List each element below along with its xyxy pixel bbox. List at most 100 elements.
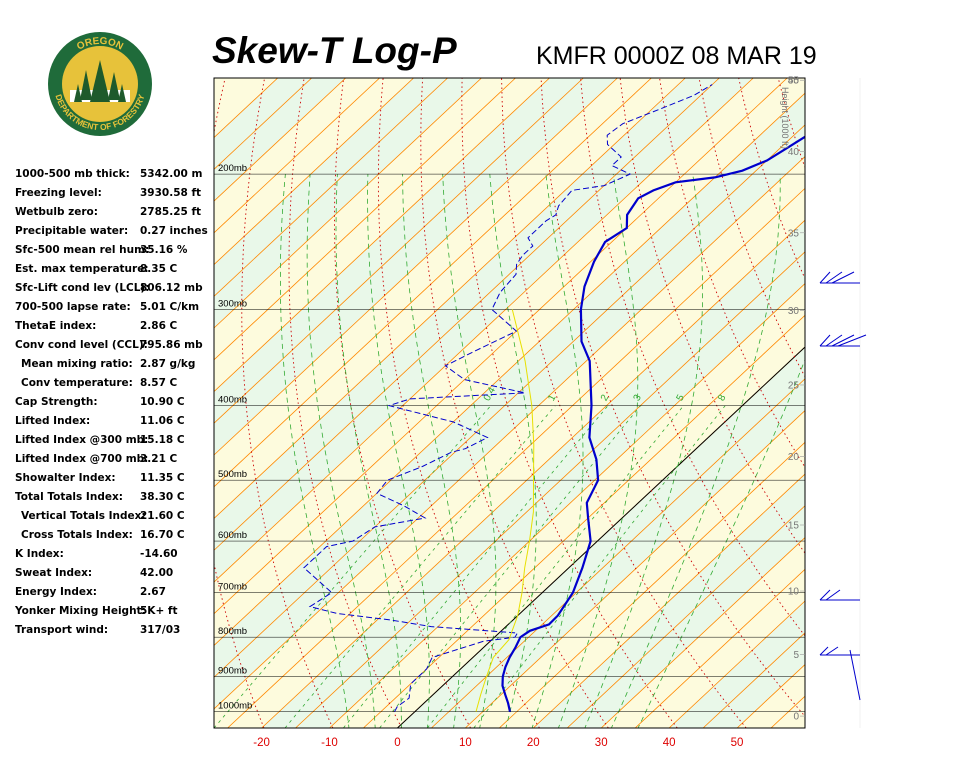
stat-value: 317/03 (140, 624, 181, 636)
oregon-dept-forestry-logo: OREGON DEPARTMENT OF FORESTRY (48, 32, 152, 136)
height-tick-label: 45 (788, 76, 800, 87)
isotherm (214, 78, 346, 202)
wind-barb (819, 646, 860, 656)
stat-label: Showalter Index: (15, 472, 116, 484)
moist-adiabat (306, 174, 376, 728)
pressure-label: 600mb (218, 530, 247, 541)
stat-label: 700-500 lapse rate: (15, 301, 131, 313)
chart-title: Skew-T Log-P (212, 30, 457, 71)
isotherm (295, 251, 805, 728)
moist-adiabat (367, 174, 430, 728)
dry-adiabat (936, 78, 960, 728)
stat-label: Sweat Index: (15, 567, 93, 579)
stat-value: 38.30 C (140, 491, 185, 503)
height-tick-label: 35 (788, 228, 800, 239)
stat-label: Conv temperature: (21, 377, 133, 389)
stat-label: Vertical Totals Index: (21, 510, 146, 522)
stat-value: 42.00 (140, 567, 174, 579)
isotherm (804, 727, 805, 728)
stat-row: Sweat Index: 42.00 (15, 567, 215, 586)
stat-value: 11.35 C (140, 472, 185, 484)
barb-flag (825, 271, 843, 284)
barb-flag (819, 271, 831, 284)
stat-value: 2.86 C (140, 320, 178, 332)
stat-row: Conv temperature: 8.57 C (15, 377, 215, 396)
height-tick-label: 30 (788, 306, 800, 317)
pressure-label: 800mb (218, 626, 247, 637)
mixing-ratio-label: 5 (675, 393, 688, 403)
pressure-label: 300mb (218, 299, 247, 310)
stat-value: 0.27 inches (140, 225, 208, 237)
stat-row: Lifted Index @700 mb: 3.21 C (15, 453, 215, 472)
sounding-layer (303, 84, 805, 712)
stat-value: 5.01 C/km (140, 301, 200, 313)
barb-flag (819, 334, 831, 347)
stat-row: Wetbulb zero: 2785.25 ft (15, 206, 215, 225)
barb-flag (825, 589, 841, 601)
pressure-label: 700mb (218, 582, 247, 593)
x-tick-label: 0 (394, 737, 400, 749)
logo-top-text: OREGON (75, 36, 125, 53)
isotherm (214, 78, 618, 456)
barb-flag (831, 271, 855, 284)
stat-value: 16.70 C (140, 529, 185, 541)
height-tick-label: 5 (793, 650, 799, 661)
dry-adiabat (142, 78, 195, 728)
stat-row: Lifted Index @300 mb: 15.18 C (15, 434, 215, 453)
stat-row: Showalter Index: 11.35 C (15, 472, 215, 491)
x-tick-label: 50 (731, 737, 744, 749)
height-tick-label: 15 (788, 521, 800, 532)
stat-label: Transport wind: (15, 624, 109, 636)
x-tick-label: -20 (253, 737, 270, 749)
stat-label: ThetaE index: (15, 320, 97, 332)
stat-row: Mean mixing ratio: 2.87 g/kg (15, 358, 215, 377)
stat-row: Cross Totals Index: 16.70 C (15, 529, 215, 548)
x-tick-label: 30 (595, 737, 608, 749)
isotherm (214, 78, 788, 615)
x-tick-label: -10 (321, 737, 338, 749)
stat-value: 15.18 C (140, 434, 185, 446)
stat-label: Cross Totals Index: (21, 529, 133, 541)
isotherm (261, 219, 805, 728)
stat-row: Yonker Mixing Height: 5K+ ft (15, 605, 215, 624)
isotherm (214, 78, 550, 393)
pressure-label: 500mb (218, 469, 247, 480)
stat-label: K Index: (15, 548, 64, 560)
moist-adiabat (637, 358, 805, 728)
height-tick-label: 10 (788, 587, 800, 598)
mixing-ratio-line (214, 405, 492, 728)
dry-adiabat (88, 78, 146, 728)
height-axis-title: Height (1000 ft) (780, 87, 790, 149)
moist-adiabat (531, 174, 584, 728)
stat-row: Sfc-500 mean rel hum: 35.16 % (15, 244, 215, 263)
mixing-ratio-line (284, 405, 556, 728)
wind-barb-surface (849, 649, 861, 701)
isotherm (227, 187, 805, 728)
pressure-label: 1000mb (218, 701, 252, 712)
moist-adiabat (280, 174, 350, 728)
isotherm (431, 378, 805, 728)
stat-label: Lifted Index @300 mb: (15, 434, 149, 446)
temperature-profile-line (501, 135, 805, 712)
mixing-ratio-label: 3 (632, 393, 645, 403)
stat-row: Precipitable water: 0.27 inches (15, 225, 215, 244)
stat-row: Cap Strength: 10.90 C (15, 396, 215, 415)
stat-value: 3930.58 ft (140, 187, 202, 199)
isotherm (329, 283, 805, 728)
height-tick-label: 20 (788, 452, 800, 463)
isotherm (214, 78, 720, 551)
isotherm (214, 78, 686, 520)
mixing-ratio-label: 8 (716, 393, 729, 403)
stat-row: Vertical Totals Index: 21.60 C (15, 510, 215, 529)
stat-row: K Index: -14.60 (15, 548, 215, 567)
mixing-ratio-label: 2 (599, 393, 612, 403)
moist-adiabat (557, 174, 639, 728)
freezing-isotherm (397, 346, 805, 728)
x-tick-label: 10 (459, 737, 472, 749)
height-tick-label: 50 (788, 76, 800, 87)
pressure-label: 200mb (218, 163, 247, 174)
mixing-ratio-line (473, 405, 726, 728)
stat-label: Energy Index: (15, 586, 97, 598)
isotherm (214, 92, 805, 647)
stat-value: 5K+ ft (140, 605, 178, 617)
